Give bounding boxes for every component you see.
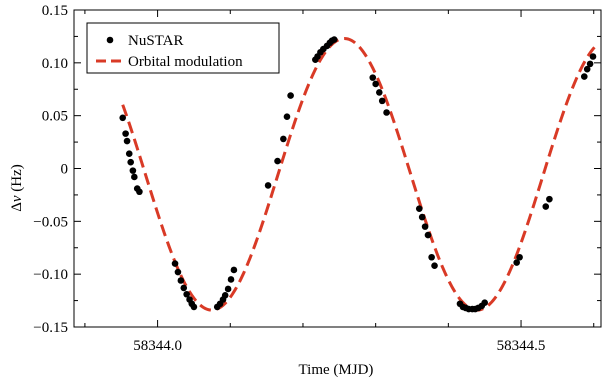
data-point	[375, 89, 383, 96]
x-axis-label: Time (MJD)	[299, 362, 374, 378]
y-tick-label: −0.05	[33, 214, 68, 230]
data-point	[122, 130, 129, 137]
x-tick-labels: 58344.0 58344.5	[133, 338, 545, 354]
data-point	[174, 268, 182, 276]
y-axis-label-symbol: ν	[9, 195, 25, 202]
data-point	[127, 158, 134, 166]
data-point	[542, 203, 550, 210]
y-tick-label: 0	[61, 162, 69, 178]
data-point	[177, 277, 185, 284]
data-point	[372, 80, 379, 88]
data-point	[513, 259, 520, 266]
data-point	[129, 167, 137, 174]
data-point	[330, 36, 338, 43]
data-point	[119, 114, 127, 122]
data-point	[421, 223, 429, 230]
data-point	[224, 285, 232, 293]
data-point	[287, 92, 294, 99]
y-tick-label: 0.05	[42, 109, 68, 125]
data-point	[230, 266, 238, 274]
data-point	[190, 303, 198, 311]
data-point	[180, 284, 188, 292]
legend-marker-nustar	[106, 36, 114, 44]
model-curve	[121, 37, 596, 312]
data-point	[589, 53, 597, 60]
y-tick-label: −0.10	[33, 267, 68, 283]
y-tick-label: −0.15	[33, 320, 68, 336]
data-point	[221, 292, 229, 299]
legend-box	[86, 22, 280, 74]
data-point	[369, 74, 377, 81]
data-point	[583, 65, 591, 73]
data-point	[131, 173, 138, 181]
data-point	[227, 276, 235, 283]
data-point	[546, 195, 553, 203]
data-points	[119, 36, 597, 313]
x-tick-label: 58344.5	[497, 338, 546, 354]
data-point	[516, 253, 523, 261]
data-point	[171, 260, 179, 267]
data-point	[264, 182, 272, 189]
x-tick-label: 58344.0	[133, 338, 182, 354]
legend: NuSTAR Orbital modulation	[86, 22, 280, 74]
data-point	[280, 135, 287, 143]
data-point	[586, 60, 594, 68]
data-point	[125, 150, 133, 158]
plot-frame	[73, 9, 602, 328]
data-point	[183, 290, 190, 298]
data-point	[424, 231, 432, 239]
legend-label-nustar: NuSTAR	[128, 33, 183, 49]
data-point	[378, 97, 386, 105]
y-axis-label-suffix: (Hz)	[9, 164, 25, 195]
y-axis-label-prefix: Δ	[9, 202, 25, 212]
y-tick-labels: −0.15 −0.10 −0.05 0 0.05 0.10 0.15	[33, 3, 68, 336]
data-point	[283, 113, 291, 121]
y-axis-label: Δν (Hz)	[9, 164, 25, 212]
y-tick-label: 0.10	[42, 56, 68, 72]
data-point	[274, 157, 281, 165]
y-tick-label: 0.15	[42, 3, 68, 19]
data-point	[418, 213, 426, 221]
legend-label-orbital: Orbital modulation	[128, 54, 243, 70]
data-point	[383, 109, 390, 116]
data-point	[123, 137, 131, 145]
data-point	[415, 205, 423, 212]
data-point	[428, 253, 435, 261]
data-point	[136, 188, 143, 196]
data-point	[431, 262, 438, 270]
data-point	[580, 73, 588, 80]
data-point	[481, 299, 488, 306]
